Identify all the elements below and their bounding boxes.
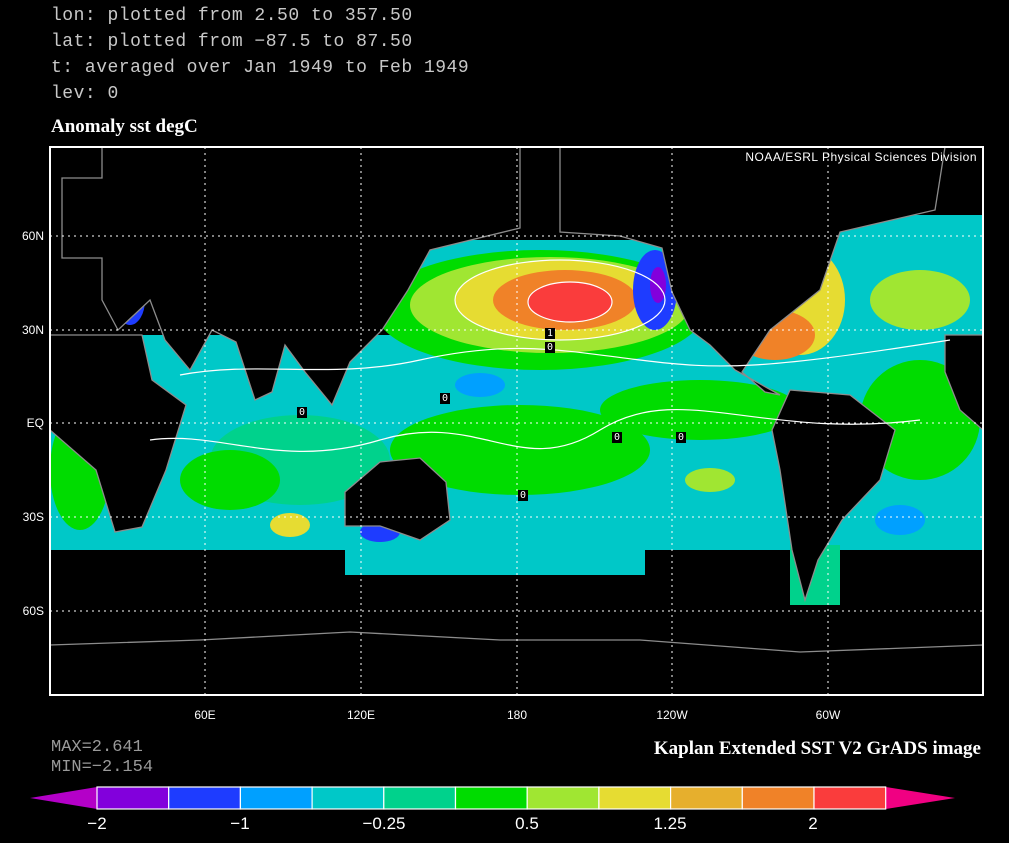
colorbar-swatch [741, 786, 815, 810]
colorbar-tick-label: −0.25 [362, 814, 406, 833]
anom-patch [528, 282, 612, 322]
colorbar-tick-label: 0.5 [515, 814, 539, 833]
credit-text: NOAA/ESRL Physical Sciences Division [745, 150, 977, 164]
colorbar-tick-label: 2 [808, 814, 818, 833]
lat-label: EQ [26, 416, 44, 430]
contour-label: 0 [612, 432, 623, 443]
time-range-text: t: averaged over Jan 1949 to Feb 1949 [51, 58, 470, 78]
land-eurasia [61, 146, 521, 407]
lat-label: 60N [21, 229, 44, 243]
lon-range-text: lon: plotted from 2.50 to 357.50 [51, 6, 413, 26]
grid-lines [50, 147, 983, 695]
colorbar-swatch [526, 786, 600, 810]
land-south-america [771, 389, 896, 603]
lat-label: 30S [22, 510, 44, 524]
colorbar [30, 786, 955, 810]
colorbar-tick-label: −2 [87, 814, 107, 833]
colorbar-low-arrow [30, 787, 97, 809]
colorbar-swatch [383, 786, 457, 810]
colorbar-swatch [96, 786, 170, 810]
anom-patch [180, 450, 280, 510]
ocean-south-step [345, 545, 645, 575]
anom-patch [270, 513, 310, 537]
anom-patch [455, 373, 505, 397]
anom-patch [685, 468, 735, 492]
land-west-africa [944, 334, 984, 432]
contour-label: 0 [440, 393, 451, 404]
land-australia [344, 457, 451, 541]
colorbar-swatch [168, 786, 241, 810]
colorbar-swatch [311, 786, 385, 810]
contour-label: 0 [297, 407, 308, 418]
map-title: Anomaly sst degC [51, 116, 198, 137]
anom-patch [390, 405, 650, 495]
source-text: Kaplan Extended SST V2 GrADS image [653, 738, 981, 759]
colorbar-tick-label: 1.25 [653, 814, 687, 833]
min-value: MIN=−2.154 [51, 758, 154, 777]
colorbar-swatch [454, 786, 528, 810]
contour-label: 1 [545, 328, 556, 339]
lon-label: 60W [815, 708, 841, 722]
lon-label: 120W [656, 708, 688, 722]
contour-label: 0 [518, 490, 529, 501]
level-text: lev: 0 [51, 84, 119, 104]
colorbar-swatch [239, 786, 313, 810]
lat-label: 30N [21, 323, 44, 337]
anom-patch [875, 505, 925, 535]
coast-antarctica [49, 631, 984, 653]
plot-frame [49, 146, 984, 696]
land-masses [49, 146, 984, 695]
lat-label: 60S [22, 604, 44, 618]
colorbar-swatch [813, 786, 887, 810]
lat-range-text: lat: plotted from −87.5 to 87.50 [51, 32, 413, 52]
contour-label: 0 [545, 342, 556, 353]
lon-label: 120E [346, 708, 376, 722]
contour-label: 0 [676, 432, 687, 443]
colorbar-swatch [598, 786, 672, 810]
lon-label: 180 [506, 708, 528, 722]
anom-patch [870, 270, 970, 330]
land-north-america [559, 146, 946, 396]
colorbar-high-arrow [885, 787, 955, 809]
lon-label: 60E [194, 708, 216, 722]
colorbar-swatch [669, 786, 743, 810]
land-africa [49, 334, 187, 533]
colorbar-tick-label: −1 [230, 814, 250, 833]
max-value: MAX=2.641 [51, 738, 143, 757]
